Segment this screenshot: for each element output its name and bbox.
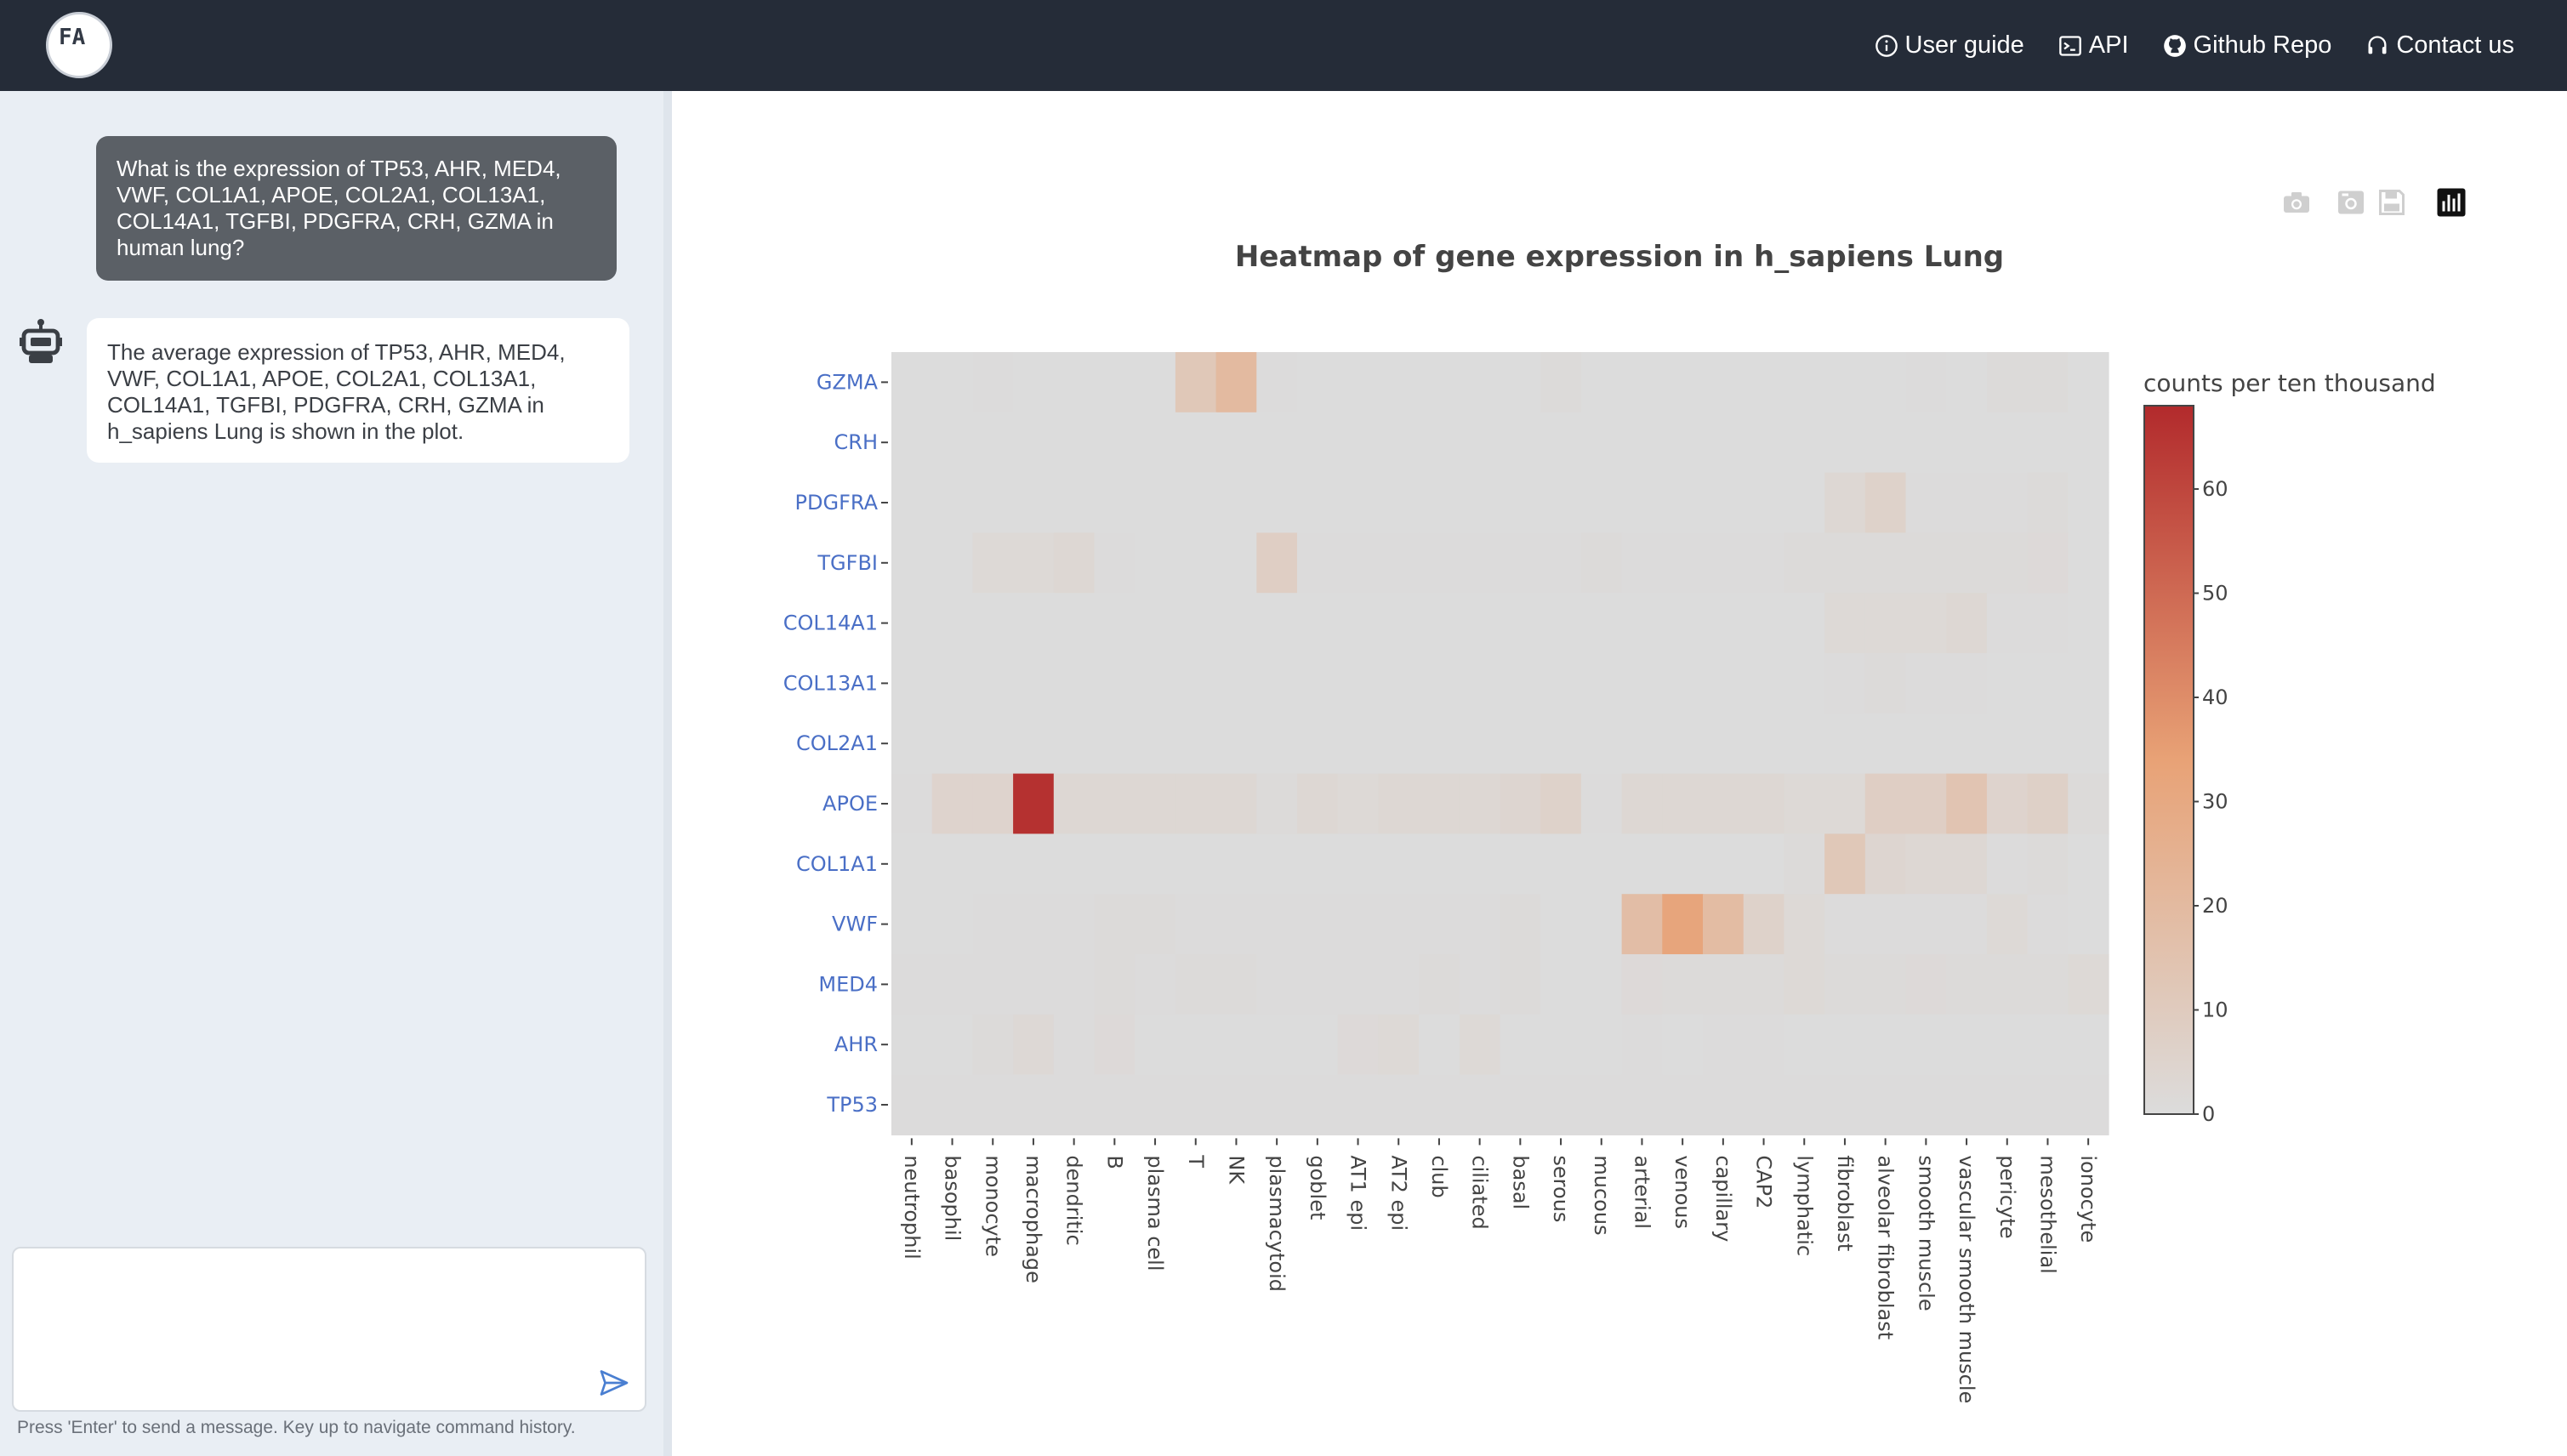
info-circle-icon: [1875, 34, 1898, 57]
camera-alt-icon[interactable]: [2336, 187, 2366, 218]
nav-links: User guide API Github Repo Contact us: [1875, 0, 2514, 91]
camera-icon[interactable]: [2281, 187, 2312, 218]
headset-icon: [2368, 35, 2387, 54]
nav-link-label: Contact us: [2396, 31, 2514, 59]
nav-link-contact[interactable]: Contact us: [2365, 31, 2514, 60]
chart-area: Heatmap of gene expression in h_sapiens …: [672, 0, 2567, 1456]
nav-link-label: User guide: [1904, 31, 2024, 59]
nav-link-label: Github Repo: [2193, 31, 2332, 59]
plot-toolbar: [2281, 187, 2468, 218]
nav-link-api[interactable]: API: [2058, 31, 2129, 60]
send-icon[interactable]: [599, 1368, 629, 1398]
app-logo[interactable]: FA: [46, 12, 112, 78]
save-icon[interactable]: [2376, 187, 2407, 218]
bot-message: The average expression of TP53, AHR, MED…: [87, 318, 629, 463]
logo-text: FA: [59, 25, 86, 50]
github-icon: [2163, 34, 2186, 57]
nav-link-github[interactable]: Github Repo: [2163, 31, 2332, 60]
sidebar-divider[interactable]: [663, 91, 672, 1456]
nav-link-label: API: [2088, 31, 2129, 59]
robot-icon: [20, 319, 62, 363]
top-navbar: FA User guide API Github Repo Contact us: [0, 0, 2567, 91]
input-hint: Press 'Enter' to send a message. Key up …: [17, 1418, 576, 1437]
bar-chart-icon[interactable]: [2436, 187, 2467, 218]
nav-link-user-guide[interactable]: User guide: [1875, 31, 2024, 60]
chat-input[interactable]: [12, 1247, 646, 1412]
chart-title: Heatmap of gene expression in h_sapiens …: [1234, 240, 2005, 274]
user-message: What is the expression of TP53, AHR, MED…: [96, 136, 617, 281]
terminal-icon: [2058, 35, 2081, 56]
